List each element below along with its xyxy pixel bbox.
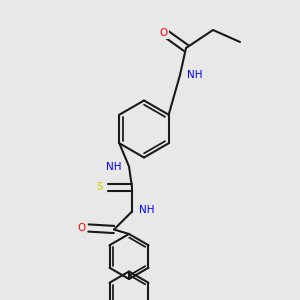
Text: O: O (159, 28, 168, 38)
Text: NH: NH (140, 205, 155, 215)
Text: O: O (77, 223, 86, 233)
Text: NH: NH (106, 161, 122, 172)
Text: NH: NH (188, 70, 203, 80)
Text: S: S (97, 182, 104, 193)
